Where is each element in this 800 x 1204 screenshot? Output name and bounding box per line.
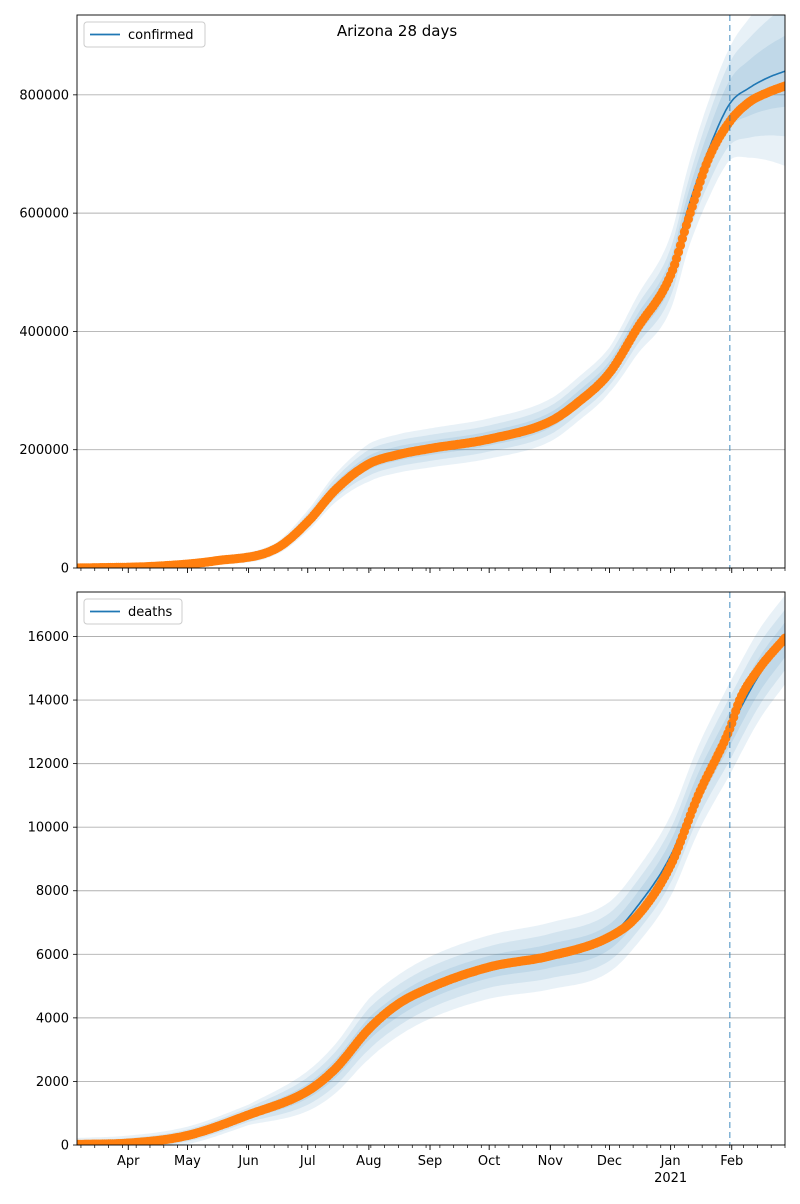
confirmed-uncertainty-band xyxy=(77,35,785,568)
deaths-ytick-label: 10000 xyxy=(28,821,69,836)
deaths-axes-frame xyxy=(76,591,786,1146)
deaths-ytick-label: 14000 xyxy=(28,694,69,709)
deaths-ytick-label: 8000 xyxy=(36,884,69,899)
chart-title: Arizona 28 days xyxy=(337,22,458,40)
deaths-legend-label: deaths xyxy=(128,605,173,620)
deaths-uncertainty-band xyxy=(77,622,785,1145)
confirmed-legend-label: confirmed xyxy=(128,28,194,43)
deaths-plot-area xyxy=(77,595,785,1145)
deaths-observed-point xyxy=(780,633,785,643)
confirmed-legend-box xyxy=(83,21,206,48)
deaths-uncertainty-band xyxy=(77,609,785,1145)
deaths-legend-box xyxy=(83,598,183,625)
xtick-label: Dec xyxy=(597,1154,622,1169)
confirmed-ytick-label: 200000 xyxy=(19,443,69,458)
confirmed-plot-area xyxy=(77,15,785,568)
xtick-year-label: 2021 xyxy=(654,1171,687,1186)
deaths-model-line xyxy=(77,639,785,1145)
confirmed-ytick-label: 800000 xyxy=(19,88,69,103)
xtick-label: Nov xyxy=(538,1154,564,1169)
deaths-ytick-label: 16000 xyxy=(28,630,69,645)
deaths-ytick-label: 4000 xyxy=(36,1011,69,1026)
confirmed-uncertainty-band xyxy=(77,15,785,568)
confirmed-ytick-label: 0 xyxy=(61,562,69,577)
deaths-ytick-label: 6000 xyxy=(36,948,69,963)
deaths-panel: 0 2000 4000 6000 8000 10000 12000 14000 16000 dea… xyxy=(28,591,786,1186)
deaths-ytick-label: 0 xyxy=(61,1139,69,1154)
confirmed-ytick-label: 400000 xyxy=(19,325,69,340)
xtick-label: Sep xyxy=(418,1154,443,1169)
xtick-label: Oct xyxy=(478,1154,500,1169)
xtick-label: Jan xyxy=(660,1154,681,1169)
confirmed-observed-point xyxy=(780,81,785,91)
deaths-ytick-label: 2000 xyxy=(36,1075,69,1090)
confirmed-uncertainty-band xyxy=(77,15,785,568)
confirmed-panel: 0 200000 400000 600000 800000 confirmed xyxy=(19,14,786,577)
deaths-ytick-label: 12000 xyxy=(28,757,69,772)
confirmed-model-line xyxy=(77,70,785,568)
xtick-label: Jun xyxy=(237,1154,258,1169)
xtick-label: Apr xyxy=(117,1154,140,1169)
confirmed-axes-frame xyxy=(76,14,786,569)
xtick-label: Feb xyxy=(720,1154,743,1169)
confirmed-legend: confirmed xyxy=(83,21,206,48)
xtick-label: Aug xyxy=(356,1154,381,1169)
deaths-legend: deaths xyxy=(83,598,183,625)
deaths-uncertainty-band xyxy=(77,595,785,1145)
confirmed-ytick-label: 600000 xyxy=(19,207,69,222)
xtick-label: May xyxy=(174,1154,201,1169)
xtick-label: Jul xyxy=(299,1154,316,1169)
